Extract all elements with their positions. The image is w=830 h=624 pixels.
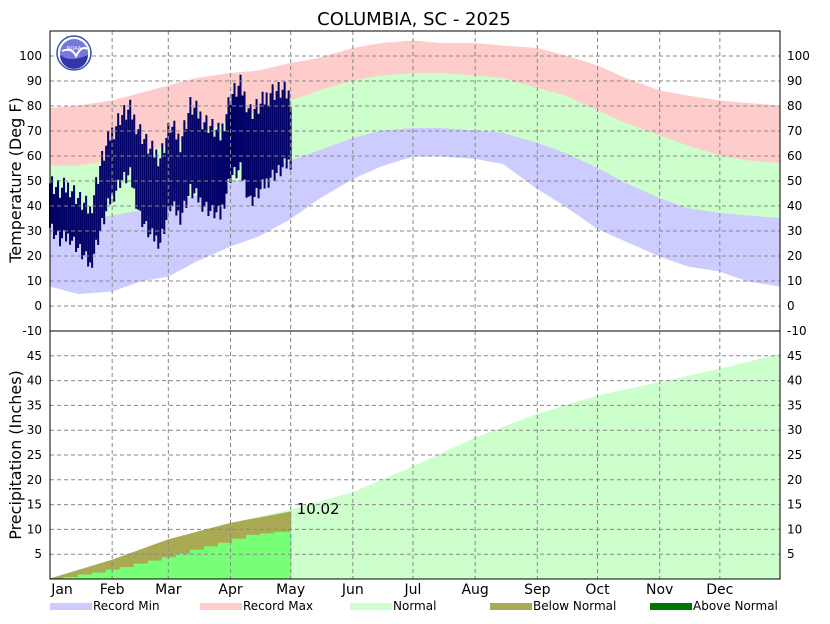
legend-swatch [50,603,92,610]
logo-text: NOAA [67,46,82,52]
precip-tick-label-left: 35 [27,398,42,412]
noaa-logo-icon: NOAA [56,35,92,71]
precip-tick-label-right: 15 [787,498,802,512]
temperature-axis-label: Temperature (Deg F) [6,97,25,264]
month-label: Jun [341,582,364,598]
temp-tick-label-right: 60 [787,149,802,163]
precipitation-axis-label: Precipitation (Inches) [6,370,25,540]
temp-tick-label-left: 40 [27,199,42,213]
month-label: Oct [585,582,610,598]
month-label: Sep [524,582,551,598]
month-label: Jul [404,582,422,598]
precipitation-panel: 10.02 5 5 10 10 15 15 20 20 25 25 30 30 35 35 40 40 45 45 J… [27,330,802,598]
temp-tick-label-left: -10 [22,324,42,338]
precip-tick-label-left: 15 [27,498,42,512]
precip-tick-label-left: 25 [27,448,42,462]
temperature-panel: -10 -10 0 0 10 10 20 20 30 30 40 40 50 50 60 60 70 70 80 80… [19,30,810,338]
legend-swatch [490,603,532,610]
temp-tick-label-right: 30 [787,224,802,238]
precip-tick-label-left: 30 [27,423,42,437]
precip-tick-label-left: 45 [27,349,42,363]
month-label: Aug [461,582,488,598]
precip-tick-label-left: 10 [27,522,42,536]
temp-tick-label-right: -10 [787,324,807,338]
month-label: Nov [646,582,673,598]
temp-tick-label-left: 80 [27,99,42,113]
legend-label: Below Normal [533,599,616,613]
legend: Record Min Record Max Normal Below Normal Ab… [50,599,778,613]
temp-tick-label-right: 40 [787,199,802,213]
precipitation-plot-border [49,330,781,580]
temp-tick-label-right: 10 [787,274,802,288]
precip-tick-label-right: 40 [787,374,802,388]
legend-swatch [650,603,692,610]
temp-tick-label-right: 50 [787,174,802,188]
month-label: Jan [50,582,73,598]
precip-tick-label-right: 25 [787,448,802,462]
precip-tick-label-right: 35 [787,398,802,412]
precip-tick-label-right: 45 [787,349,802,363]
month-label: Feb [100,582,125,598]
legend-swatch [350,603,392,610]
temp-tick-label-left: 0 [34,299,42,313]
precip-tick-label-right: 20 [787,473,802,487]
temp-tick-label-right: 100 [787,49,810,63]
precip-tick-label-right: 30 [787,423,802,437]
temp-tick-label-left: 100 [19,49,42,63]
temp-tick-label-left: 90 [27,74,42,88]
legend-label: Above Normal [693,599,778,613]
legend-label: Record Min [93,599,160,613]
temp-tick-label-left: 20 [27,249,42,263]
month-label: Dec [706,582,733,598]
month-label: Mar [155,582,182,598]
precip-tick-label-right: 10 [787,522,802,536]
legend-label: Record Max [243,599,313,613]
temp-tick-label-right: 80 [787,99,802,113]
temp-tick-label-right: 20 [787,249,802,263]
month-label: Apr [218,582,242,598]
temp-tick-label-right: 0 [787,299,795,313]
temp-tick-label-left: 50 [27,174,42,188]
precip-tick-label-right: 5 [787,547,795,561]
temp-tick-label-left: 30 [27,224,42,238]
legend-swatch [200,603,242,610]
temp-tick-label-left: 10 [27,274,42,288]
month-label: May [276,582,305,598]
precip-total-annotation: 10.02 [297,500,340,518]
precip-tick-label-left: 20 [27,473,42,487]
chart-title: COLUMBIA, SC - 2025 [317,9,511,30]
legend-label: Normal [393,599,436,613]
precip-tick-label-left: 40 [27,374,42,388]
precip-tick-label-left: 5 [34,547,42,561]
temp-tick-label-left: 60 [27,149,42,163]
temp-tick-label-left: 70 [27,124,42,138]
temp-tick-label-right: 70 [787,124,802,138]
temp-tick-label-right: 90 [787,74,802,88]
